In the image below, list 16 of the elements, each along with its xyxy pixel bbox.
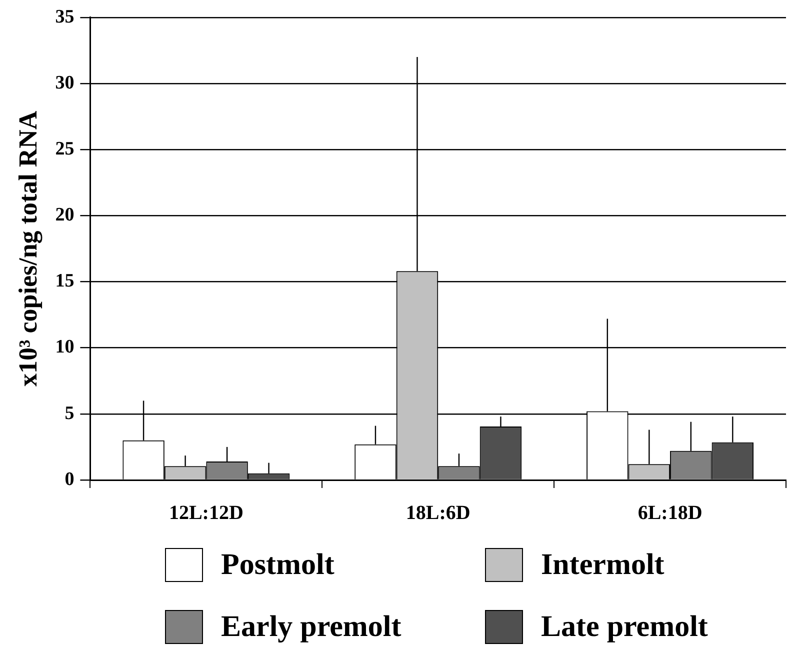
y-tick-label: 10	[55, 336, 74, 358]
y-tick-label: 5	[64, 402, 74, 424]
y-tick-label: 0	[64, 468, 74, 490]
legend-label: Intermolt	[541, 548, 664, 582]
text: Postmolt	[221, 548, 334, 582]
y-tick-label: 25	[55, 138, 74, 160]
x-tick-label: 6L:18D	[638, 502, 702, 524]
y-tick-label: 30	[55, 72, 74, 94]
y-tick-label: 35	[55, 6, 74, 28]
legend-label: Early premolt	[221, 610, 402, 644]
y-tick-label: 20	[55, 204, 74, 226]
y-tick-label: 15	[55, 270, 74, 292]
x-tick-label: 12L:12D	[168, 502, 244, 524]
y-axis-title: x10³ copies/ng total RNA	[13, 110, 42, 387]
legend-label: Late premolt	[541, 610, 708, 644]
x-tick-label: 18L:6D	[406, 502, 470, 524]
